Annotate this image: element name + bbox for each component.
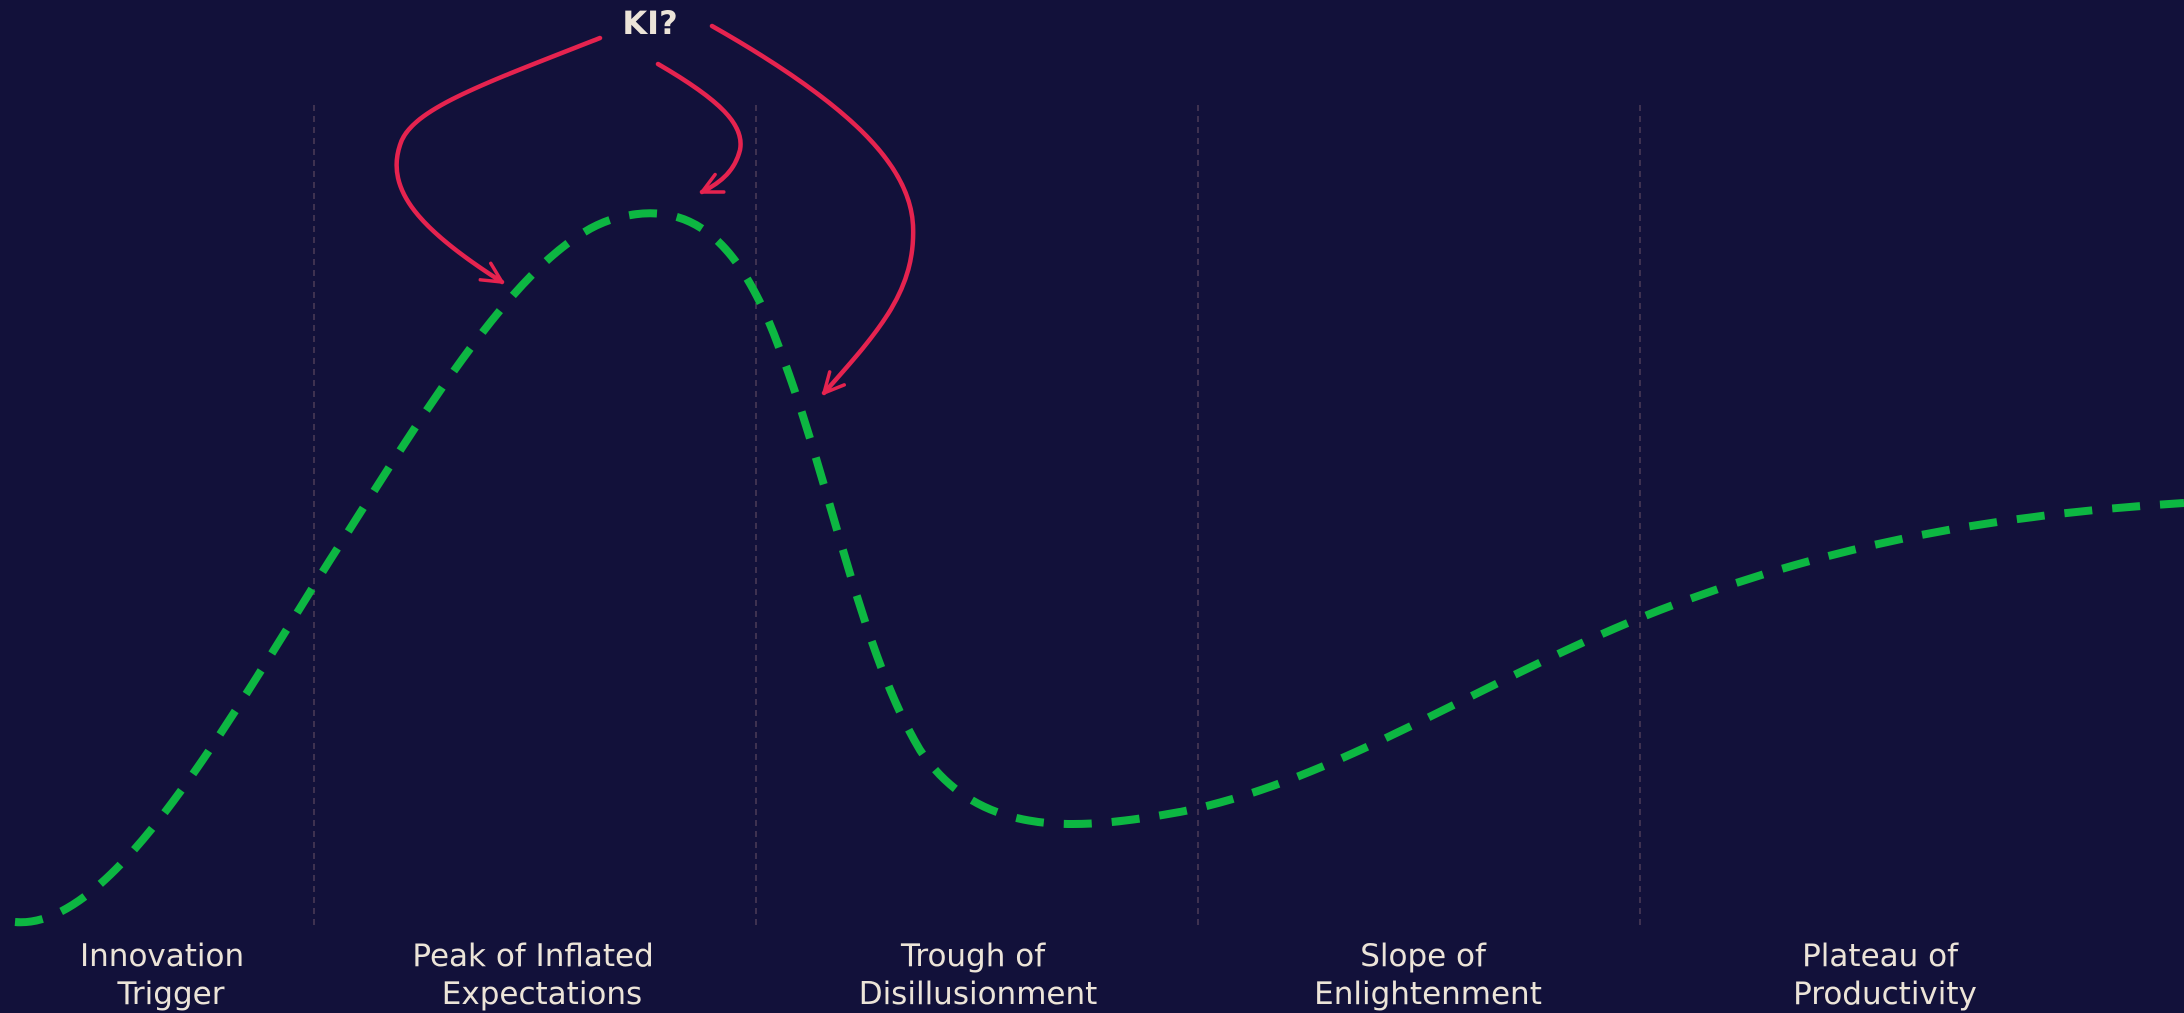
phase-label-line: Disillusionment [859, 976, 1098, 1012]
arrow-to-decline [709, 23, 916, 396]
phase-label-plateau: Plateau of Productivity [1793, 938, 1977, 1012]
annotation-label: KI? [622, 4, 677, 42]
phase-label-line: Expectations [442, 976, 642, 1012]
phase-label-line: Productivity [1793, 976, 1977, 1012]
phase-label-line: Trough of [900, 938, 1046, 974]
phase-label-innovation-trigger: Innovation Trigger [80, 938, 254, 1012]
arrow-to-rise [394, 35, 603, 285]
phase-label-line: Enlightenment [1314, 976, 1542, 1012]
annotation-arrows [394, 23, 916, 396]
phase-label-line: Plateau of [1802, 938, 1959, 974]
phase-label-line: Trigger [117, 976, 225, 1012]
phase-label-slope: Slope of Enlightenment [1314, 938, 1542, 1012]
phase-dividers [313, 105, 1641, 925]
phase-label-line: Peak of Inflated [412, 938, 653, 974]
hype-curve [14, 209, 2184, 927]
phase-label-peak: Peak of Inflated Expectations [412, 938, 663, 1012]
phase-labels: Innovation Trigger Peak of Inflated Expe… [80, 938, 1977, 1012]
phase-label-line: Slope of [1360, 938, 1487, 974]
phase-label-line: Innovation [80, 938, 244, 974]
arrow-to-peak [655, 61, 743, 195]
phase-label-trough: Trough of Disillusionment [859, 938, 1098, 1012]
